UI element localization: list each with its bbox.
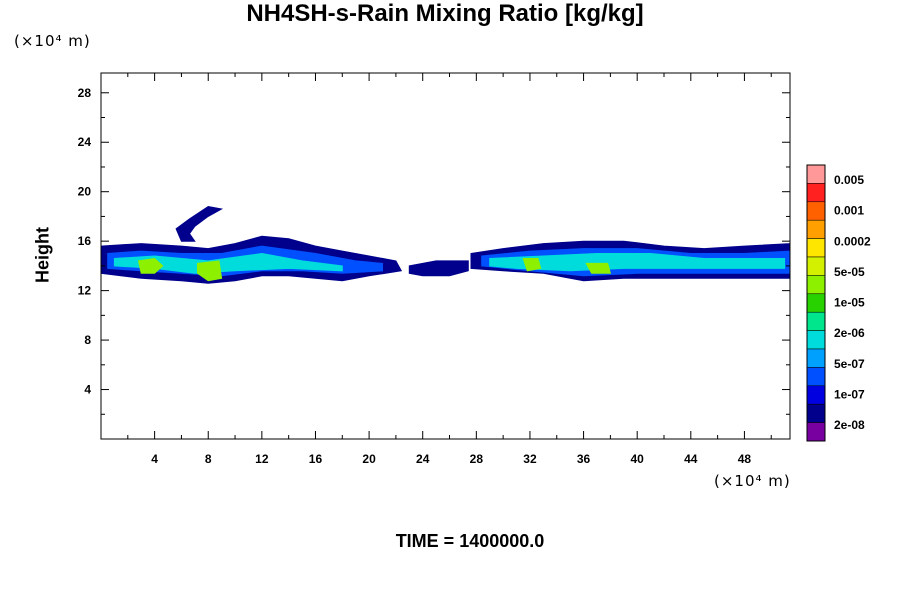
colorbar: 0.005 0.001 0.0002 5e-05 1e-05 2e-06 5e-07 1e-0… [806, 164, 871, 442]
y-tick-label: 24 [78, 135, 92, 149]
x-tick-label: 28 [470, 452, 484, 466]
colorbar-swatch [806, 201, 826, 221]
y-axis-unit: (×10⁴ m) [14, 32, 91, 50]
colorbar-swatch [806, 183, 826, 203]
x-tick-label: 24 [416, 452, 430, 466]
colorbar-frame [806, 164, 826, 442]
colorbar-swatch [806, 238, 826, 258]
y-tick-label: 4 [84, 383, 91, 397]
colorbar-swatch [806, 219, 826, 239]
field-region [137, 257, 164, 274]
field-region [408, 260, 469, 277]
x-tick-label: 48 [738, 452, 752, 466]
x-tick-label: 40 [631, 452, 645, 466]
colorbar-label: 0.001 [834, 204, 864, 218]
colorbar-label: 2e-08 [834, 418, 865, 432]
y-tick-label: 16 [78, 234, 92, 248]
x-tick-label: 8 [205, 452, 212, 466]
colorbar-swatch [806, 256, 826, 276]
field-region [197, 260, 223, 282]
field-region [175, 205, 224, 242]
x-tick-label: 44 [684, 452, 698, 466]
x-axis-unit: (×10⁴ m) [714, 472, 791, 490]
colorbar-swatch [806, 330, 826, 350]
plot-area [100, 205, 791, 284]
colorbar-swatch [806, 293, 826, 313]
field-region [585, 262, 612, 274]
colorbar-label: 1e-05 [834, 296, 865, 310]
colorbar-label: 0.005 [834, 173, 864, 187]
colorbar-swatch [806, 367, 826, 387]
y-tick-label: 12 [78, 284, 92, 298]
x-tick-label: 12 [255, 452, 269, 466]
y-tick-label: 8 [84, 333, 91, 347]
plot-frame [100, 72, 791, 440]
colorbar-swatch [806, 403, 826, 423]
y-tick-label: 20 [78, 185, 92, 199]
x-tick-label: 20 [362, 452, 376, 466]
colorbar-label: 1e-07 [834, 387, 865, 401]
colorbar-swatch [806, 348, 826, 368]
x-tick-label: 32 [523, 452, 537, 466]
x-tick-label: 16 [309, 452, 323, 466]
colorbar-swatch [806, 422, 826, 442]
time-label: TIME = 1400000.0 [395, 531, 545, 551]
x-tick-label: 4 [151, 452, 158, 466]
y-tick-label: 28 [78, 86, 92, 100]
colorbar-swatch [806, 164, 826, 184]
colorbar-label: 0.0002 [834, 234, 871, 248]
colorbar-label: 5e-05 [834, 265, 865, 279]
chart-title: NH4SH-s-Rain Mixing Ratio [kg/kg] [246, 0, 644, 27]
x-tick-label: 36 [577, 452, 591, 466]
colorbar-label: 5e-07 [834, 357, 865, 371]
field-region [522, 258, 542, 272]
colorbar-label: 2e-06 [834, 326, 865, 340]
colorbar-swatch [806, 275, 826, 295]
colorbar-swatch [806, 385, 826, 405]
colorbar-swatch [806, 311, 826, 331]
